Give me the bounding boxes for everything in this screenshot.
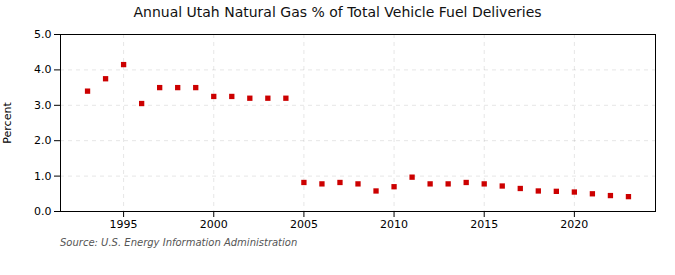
- svg-text:2010: 2010: [380, 218, 408, 231]
- svg-text:1995: 1995: [110, 218, 138, 231]
- svg-text:0.0: 0.0: [34, 205, 52, 218]
- svg-text:4.0: 4.0: [34, 63, 52, 76]
- svg-text:5.0: 5.0: [34, 28, 52, 41]
- html-text:Source: U.S. Energy Informatio: Source: U.S. Energy Information Administ…: [60, 237, 298, 248]
- svg-text:2005: 2005: [290, 218, 318, 231]
- svg-text:Percent: Percent: [1, 102, 14, 144]
- svg-text:3.0: 3.0: [34, 99, 52, 112]
- svg-text:2020: 2020: [560, 218, 588, 231]
- svg-text:2000: 2000: [200, 218, 228, 231]
- svg-text:2015: 2015: [470, 218, 498, 231]
- svg-text:1.0: 1.0: [34, 170, 52, 183]
- svg-text:2.0: 2.0: [34, 134, 52, 147]
- html-text:Annual Utah Natural Gas % of T: Annual Utah Natural Gas % of Total Vehic…: [133, 4, 542, 20]
